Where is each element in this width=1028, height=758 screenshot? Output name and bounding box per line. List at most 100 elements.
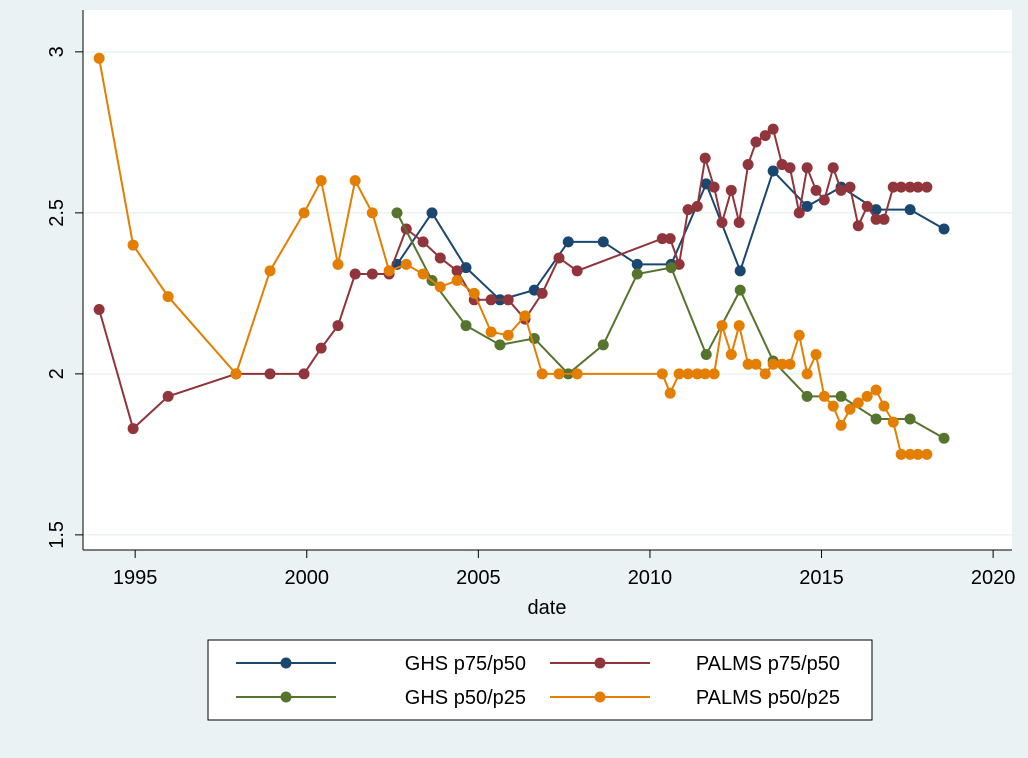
data-point (691, 200, 703, 212)
data-point (861, 200, 873, 212)
data-point (264, 368, 276, 380)
data-point (366, 207, 378, 219)
data-point (734, 284, 746, 296)
data-point (536, 287, 548, 299)
data-point (366, 268, 378, 280)
legend-label: GHS p50/p25 (405, 687, 526, 709)
data-point (750, 136, 762, 148)
data-point (349, 175, 361, 187)
data-point (835, 390, 847, 402)
data-point (878, 213, 890, 225)
data-point (818, 194, 830, 206)
data-point (870, 413, 882, 425)
data-point (801, 200, 813, 212)
data-point (631, 268, 643, 280)
data-point (332, 320, 344, 332)
data-point (571, 368, 583, 380)
legend-label: PALMS p50/p25 (696, 687, 840, 709)
data-point (562, 236, 574, 248)
data-point (767, 123, 779, 135)
data-point (93, 303, 105, 315)
data-point (315, 342, 327, 354)
data-point (127, 239, 139, 251)
data-point (631, 258, 643, 270)
data-point (571, 265, 583, 277)
data-point (870, 213, 882, 225)
data-point (230, 368, 242, 380)
data-point (895, 181, 907, 193)
data-point (460, 320, 472, 332)
data-point (938, 223, 950, 235)
data-point (391, 207, 403, 219)
data-point (426, 207, 438, 219)
data-point (750, 358, 762, 370)
data-point (878, 400, 890, 412)
y-tick-label: 2 (46, 368, 68, 379)
data-point (759, 368, 771, 380)
data-point (417, 236, 429, 248)
data-point (656, 233, 668, 245)
data-point (708, 181, 720, 193)
data-point (827, 400, 839, 412)
legend-marker (594, 691, 606, 703)
data-point (332, 258, 344, 270)
data-point (784, 358, 796, 370)
data-point (827, 162, 839, 174)
legend-marker (280, 657, 292, 669)
y-tick-label: 2.5 (46, 199, 68, 227)
data-point (494, 339, 506, 351)
data-point (810, 349, 822, 361)
data-point (767, 358, 779, 370)
data-point (904, 413, 916, 425)
data-point (887, 416, 899, 428)
data-point (699, 368, 711, 380)
data-point (801, 162, 813, 174)
data-point (844, 181, 856, 193)
data-point (835, 184, 847, 196)
data-point (553, 252, 565, 264)
data-point (315, 175, 327, 187)
legend-marker (594, 657, 606, 669)
data-point (793, 329, 805, 341)
data-point (801, 390, 813, 402)
data-point (502, 294, 514, 306)
x-axis-label: date (528, 597, 567, 619)
x-tick-label: 2020 (971, 567, 1016, 589)
data-point (298, 207, 310, 219)
data-point (904, 204, 916, 216)
data-point (664, 233, 676, 245)
data-point (938, 432, 950, 444)
y-tick-label: 3 (46, 46, 68, 57)
legend-box (207, 639, 873, 721)
data-point (699, 152, 711, 164)
data-point (870, 204, 882, 216)
data-point (742, 159, 754, 171)
data-point (810, 184, 822, 196)
data-point (691, 368, 703, 380)
data-point (733, 320, 745, 332)
legend-label: GHS p75/p50 (405, 653, 526, 675)
data-point (921, 448, 933, 460)
data-point (861, 390, 873, 402)
data-point (162, 291, 174, 303)
x-tick-label: 2005 (456, 567, 501, 589)
data-point (767, 165, 779, 177)
data-point (801, 368, 813, 380)
data-point (742, 358, 754, 370)
data-point (734, 265, 746, 277)
legend-label: PALMS p75/p50 (696, 653, 840, 675)
data-point (451, 265, 463, 277)
data-point (716, 217, 728, 229)
data-point (400, 258, 412, 270)
data-point (656, 368, 668, 380)
x-tick-label: 1995 (113, 567, 158, 589)
data-point (904, 181, 916, 193)
data-point (536, 368, 548, 380)
data-point (673, 368, 685, 380)
legend-marker (280, 691, 292, 703)
data-point (349, 268, 361, 280)
data-point (793, 207, 805, 219)
x-tick-label: 2000 (285, 567, 330, 589)
data-point (485, 326, 497, 338)
